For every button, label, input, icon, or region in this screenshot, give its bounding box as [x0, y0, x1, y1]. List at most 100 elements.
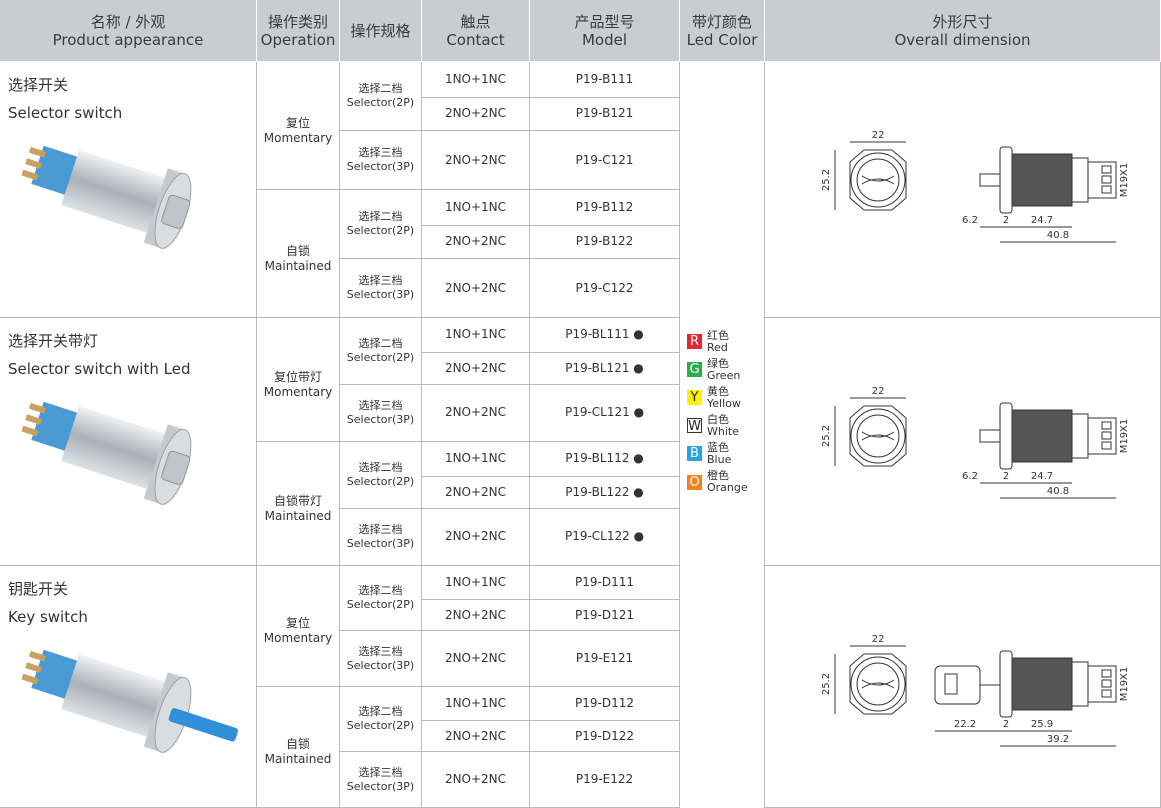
contact-cell: 2NO+2NC: [422, 599, 530, 632]
contact-cell: 1NO+1NC: [422, 687, 530, 721]
model-cell: P19-BL112 ●: [530, 442, 680, 477]
dim-height: 25.2: [821, 673, 832, 695]
model-text: P19-B112: [575, 199, 634, 214]
contact-text: 2NO+2NC: [444, 360, 507, 375]
header-cell: 外形尺寸 Overall dimension: [765, 0, 1161, 62]
spec-cell: 选择二档 Selector(2P): [340, 190, 422, 260]
spec-en: Selector(3P): [346, 288, 415, 302]
led-en: Blue: [707, 452, 732, 466]
led-en: Yellow: [707, 396, 741, 410]
header-zh: 触点: [460, 12, 491, 31]
contact-text: 2NO+2NC: [444, 152, 507, 167]
header-cell: 操作规格: [340, 0, 422, 62]
spec-zh: 选择三档: [358, 146, 403, 160]
spec-cell: 选择二档 Selector(2P): [340, 687, 422, 753]
product-photo: [21, 401, 192, 505]
photo-shape: [21, 145, 192, 249]
spec-zh: 选择三档: [358, 399, 403, 413]
dim-body: 25.9: [1031, 719, 1053, 730]
operation-zh: 复位: [285, 616, 310, 630]
model-text: P19-D112: [575, 695, 634, 710]
contact-text: 2NO+2NC: [444, 651, 507, 666]
led-text: 红色 Red: [707, 330, 729, 353]
dim-gap: 2: [1003, 471, 1009, 482]
spec-zh: 选择二档: [358, 82, 403, 96]
model-text: P19-C121: [575, 152, 634, 167]
operation-cell: 自锁带灯 Maintained: [257, 442, 340, 566]
model-cell: P19-BL121 ●: [530, 352, 680, 385]
led-badge: R: [687, 334, 702, 350]
model-text: P19-B122: [575, 234, 634, 249]
header-cell: 操作类别 Operation: [257, 0, 340, 62]
dimension-drawing: 22 25.2 6.2 2 24.7 40.8 M19X1: [821, 130, 1130, 243]
spec-zh: 选择二档: [358, 210, 403, 224]
spec-zh: 选择三档: [358, 765, 403, 779]
dim-front: 6.2: [962, 215, 978, 226]
led-text: 黄色 Yellow: [707, 386, 741, 409]
model-text: P19-BL122 ●: [565, 484, 644, 499]
model-cell: P19-B111: [530, 62, 680, 98]
contact-cell: 2NO+2NC: [422, 720, 530, 753]
header-cell: 产品型号 Model: [530, 0, 680, 62]
product-name-en: Key switch: [8, 607, 88, 626]
product-cell: 选择开关带灯 Selector switch with Led: [0, 318, 257, 566]
led-zh: 红色: [707, 329, 729, 342]
model-text: P19-C122: [575, 280, 634, 295]
model-text: P19-E122: [575, 772, 634, 787]
operation-cell: 自锁 Maintained: [257, 687, 340, 808]
led-item: R 红色 Red: [687, 330, 757, 353]
led-zh: 蓝色: [707, 441, 729, 455]
operation-en: Maintained: [264, 258, 332, 273]
spec-cell: 选择三档 Selector(3P): [340, 752, 422, 808]
spec-en: Selector(3P): [346, 779, 415, 793]
spec-en: Selector(3P): [346, 412, 415, 426]
spec-cell: 选择二档 Selector(2P): [340, 442, 422, 509]
operation-en: Maintained: [264, 508, 332, 523]
dim-front: 22.2: [954, 719, 976, 730]
spec-en: Selector(2P): [346, 350, 415, 364]
contact-cell: 2NO+2NC: [422, 631, 530, 687]
contact-text: 2NO+2NC: [444, 484, 507, 499]
led-badge: B: [687, 446, 702, 462]
spec-cell: 选择二档 Selector(2P): [340, 318, 422, 385]
operation-zh: 自锁: [285, 737, 310, 751]
header-cell: 触点 Contact: [422, 0, 530, 62]
model-text: P19-D111: [575, 574, 634, 589]
dimension-drawing: 22 25.2 22.2 2 25.9 39.2 M19X1: [821, 634, 1130, 747]
led-color-cell: R 红色 Red G 绿色 Green Y 黄色 Yellow W 白色 White B 蓝色 Blue O 橙…: [680, 62, 765, 808]
led-zh: 橙色: [707, 469, 729, 483]
model-text: P19-D122: [575, 728, 634, 743]
contact-text: 1NO+1NC: [444, 574, 507, 589]
spec-cell: 选择三档 Selector(3P): [340, 384, 422, 442]
model-cell: P19-B121: [530, 97, 680, 132]
dimension-cell: 22 25.2 22.2 2 25.9 39.2 M19X1: [765, 566, 1161, 808]
model-text: P19-D121: [575, 607, 634, 622]
header-en: Led Color: [686, 30, 758, 49]
spec-zh: 选择二档: [358, 337, 403, 351]
contact-cell: 2NO+2NC: [422, 259, 530, 318]
operation-en: Momentary: [263, 384, 333, 399]
spec-en: Selector(2P): [346, 474, 415, 488]
header-zh: 外形尺寸: [932, 12, 993, 31]
dim-width: 22: [872, 634, 885, 645]
contact-cell: 1NO+1NC: [422, 566, 530, 600]
led-en: Green: [707, 368, 741, 382]
led-badge: Y: [687, 390, 702, 406]
dim-front: 6.2: [962, 471, 978, 482]
header-en: Product appearance: [52, 30, 204, 49]
contact-text: 2NO+2NC: [444, 234, 507, 249]
product-photo: [21, 145, 192, 249]
contact-cell: 2NO+2NC: [422, 131, 530, 190]
operation-en: Momentary: [263, 631, 333, 645]
dim-length: 39.2: [1047, 734, 1069, 745]
led-item: B 蓝色 Blue: [687, 442, 757, 465]
spec-cell: 选择三档 Selector(3P): [340, 259, 422, 318]
contact-text: 2NO+2NC: [444, 280, 507, 295]
photo-shape: [21, 401, 192, 505]
contact-cell: 1NO+1NC: [422, 62, 530, 98]
dim-height: 25.2: [821, 425, 832, 447]
spec-cell: 选择三档 Selector(3P): [340, 631, 422, 687]
dim-length: 40.8: [1047, 486, 1069, 497]
contact-cell: 1NO+1NC: [422, 190, 530, 226]
contact-cell: 2NO+2NC: [422, 476, 530, 509]
